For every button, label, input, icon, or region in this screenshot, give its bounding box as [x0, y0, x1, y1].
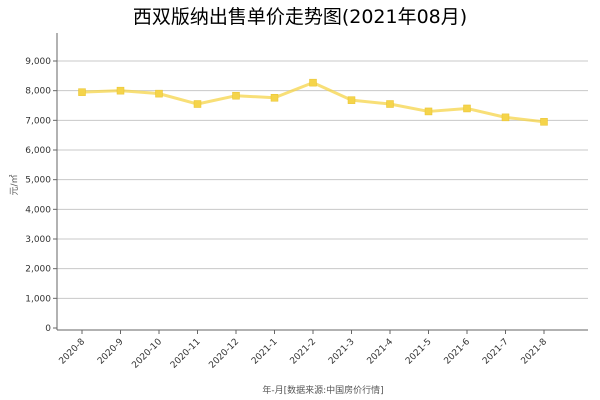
- y-tick-label: 1,000: [25, 294, 51, 304]
- x-tick-label: 2021-6: [443, 337, 473, 367]
- series-price: [78, 78, 548, 126]
- x-tick-label: 2021-2: [289, 337, 319, 367]
- x-tick-label: 2021-5: [404, 337, 434, 367]
- x-tick-label: 2021-4: [366, 337, 396, 367]
- y-tick-label: 5,000: [25, 176, 51, 186]
- x-tick-label: 2021-1: [250, 337, 280, 367]
- y-tick-label: 3,000: [25, 235, 51, 245]
- y-tick-label: 2,000: [25, 265, 51, 275]
- x-tick-label: 2021-3: [327, 337, 357, 367]
- data-point: [78, 88, 86, 96]
- axes: [56, 33, 588, 331]
- y-tick-label: 7,000: [25, 116, 51, 126]
- data-point: [347, 96, 356, 104]
- grid-lines: [53, 60, 588, 329]
- y-tick-label: 0: [45, 324, 51, 334]
- y-tick-labels: 0 1,000 2,000 3,000 4,000 5,000 6,000 7,000 8,00…: [25, 57, 51, 334]
- y-tick-label: 6,000: [25, 146, 51, 156]
- data-point: [501, 113, 510, 122]
- x-axis-label: 年-月[数据来源:中国房价行情]: [262, 384, 383, 396]
- x-tick-label: 2020-11: [169, 337, 203, 371]
- data-point: [309, 78, 317, 87]
- x-tick-label: 2020-9: [96, 337, 126, 367]
- data-point: [232, 91, 240, 100]
- data-point: [116, 86, 125, 95]
- x-tick-label: 2021-7: [481, 337, 511, 367]
- x-tick-labels: 2020-8 2020-9 2020-10 2020-11 2020-12 2021-1 2…: [58, 330, 550, 371]
- y-tick-label: 4,000: [25, 205, 51, 215]
- data-point: [463, 104, 471, 113]
- x-tick-label: 2020-12: [207, 337, 241, 371]
- x-tick-label: 2020-8: [58, 337, 88, 367]
- chart-title: 西双版纳出售单价走势图(2021年08月): [132, 6, 468, 28]
- data-point: [386, 100, 394, 108]
- data-point: [424, 107, 433, 116]
- data-point: [270, 94, 279, 102]
- x-tick-label: 2021-8: [520, 337, 550, 367]
- series-line: [81, 81, 545, 124]
- data-point: [193, 100, 202, 108]
- data-point: [155, 89, 163, 98]
- y-tick-label: 9,000: [25, 57, 51, 67]
- y-tick-label: 8,000: [25, 87, 51, 97]
- y-axis-label: 元/㎡: [9, 174, 20, 195]
- x-tick-label: 2020-10: [130, 337, 164, 371]
- data-point: [540, 118, 548, 126]
